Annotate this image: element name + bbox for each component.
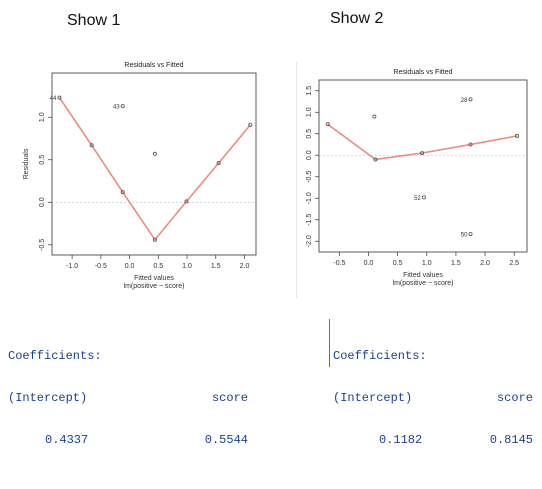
x-tick-label: -0.5 — [333, 260, 345, 267]
panel-title-show-1: Show 1 — [67, 12, 121, 29]
data-point — [57, 95, 62, 100]
data-point — [515, 133, 520, 138]
residuals-chart-show-2: Residuals vs Fitted -0.5 0.0 0.5 1.0 1.5 2.0 2.… — [290, 62, 539, 298]
y-tick-label: 0.5 — [306, 129, 313, 139]
x-tick-label: 2.5 — [509, 260, 519, 267]
data-point — [120, 190, 125, 195]
y-tick-label: -0.5 — [39, 239, 46, 251]
data-point — [372, 114, 377, 119]
panel-title-show-2: Show 2 — [330, 10, 384, 27]
coefficients-divider — [329, 319, 330, 367]
point-label: 28 — [461, 98, 468, 104]
score-value: 0.5544 — [204, 433, 248, 447]
data-point — [89, 143, 94, 148]
data-point — [216, 161, 221, 166]
x-tick-label: 0.5 — [393, 260, 403, 267]
y-tick-label: 0.0 — [306, 150, 313, 160]
x-tick-label: 1.0 — [422, 260, 432, 267]
y-tick-label: 1.5 — [306, 86, 313, 96]
x-tick-label: 0.0 — [364, 260, 374, 267]
data-point — [468, 231, 473, 236]
data-point — [120, 104, 125, 109]
data-point — [325, 122, 330, 127]
x-axis-subtitle: lm(positive ~ score) — [393, 280, 454, 287]
residuals-plot-1: Residuals vs Fitted -1.0 -0.5 0.0 0.5 1.0 1.5 2… — [23, 62, 257, 290]
y-tick-label: 0.0 — [39, 197, 46, 207]
intercept-label: (Intercept) — [8, 391, 88, 405]
y-tick-label: 1.0 — [306, 107, 313, 117]
x-tick-label: 0.5 — [153, 263, 163, 270]
x-tick-label: 1.0 — [182, 263, 192, 270]
plot-frame — [51, 72, 257, 256]
plot-frame — [318, 79, 528, 253]
data-point — [248, 122, 253, 127]
intercept-value: 0.1182 — [379, 433, 423, 447]
data-point — [468, 142, 473, 147]
data-point — [152, 151, 157, 156]
data-point — [468, 97, 473, 102]
x-axis-label: Fitted values — [403, 272, 443, 279]
x-tick-label: 2.0 — [480, 260, 490, 267]
chart-title: Residuals vs Fitted — [393, 69, 452, 76]
y-tick-label: -1.0 — [306, 192, 313, 204]
residuals-plot-2: Residuals vs Fitted -0.5 0.0 0.5 1.0 1.5 2.0 2.… — [290, 69, 528, 287]
data-point — [421, 195, 426, 200]
smoother-line — [327, 123, 518, 161]
point-label: 50 — [461, 232, 468, 238]
x-tick-label: 1.5 — [451, 260, 461, 267]
x-axis-subtitle: lm(positive ~ score) — [124, 283, 185, 290]
coefficients-header: Coefficients: — [333, 349, 427, 363]
data-point — [184, 199, 189, 204]
intercept-value: 0.4337 — [45, 433, 89, 447]
data-point — [420, 151, 425, 156]
x-tick-label: -0.5 — [95, 263, 107, 270]
y-tick-label: -2.0 — [306, 235, 313, 247]
data-point — [152, 237, 157, 242]
residuals-chart-show-1: Residuals vs Fitted -1.0 -0.5 0.0 0.5 1.0 1.5 2… — [6, 40, 270, 302]
x-tick-label: 2.0 — [240, 263, 250, 270]
x-tick-label: 0.0 — [125, 263, 135, 270]
y-tick-label: 1.0 — [39, 112, 46, 122]
data-point — [373, 157, 378, 162]
score-value: 0.8145 — [489, 433, 533, 447]
point-label: 52 — [414, 196, 421, 202]
chart-title: Residuals vs Fitted — [124, 62, 183, 69]
point-label: 44 — [50, 96, 57, 102]
coefficients-header: Coefficients: — [8, 349, 102, 363]
x-axis-label: Fitted values — [134, 275, 174, 282]
score-label: score — [496, 391, 533, 405]
coefficients-block-1: Coefficients: (Intercept) score 0.4337 0… — [8, 321, 248, 461]
coefficients-block-2: Coefficients: (Intercept) score 0.1182 0… — [333, 321, 533, 461]
score-label: score — [211, 391, 248, 405]
x-tick-label: -1.0 — [66, 263, 78, 270]
smoother-line — [58, 97, 251, 242]
y-tick-label: -1.5 — [306, 214, 313, 226]
point-label: 43 — [113, 105, 120, 111]
x-tick-label: 1.5 — [211, 263, 221, 270]
y-tick-label: 0.5 — [39, 155, 46, 165]
intercept-label: (Intercept) — [333, 391, 413, 405]
y-axis-label: Residuals — [23, 148, 30, 179]
y-tick-label: -0.5 — [306, 171, 313, 183]
